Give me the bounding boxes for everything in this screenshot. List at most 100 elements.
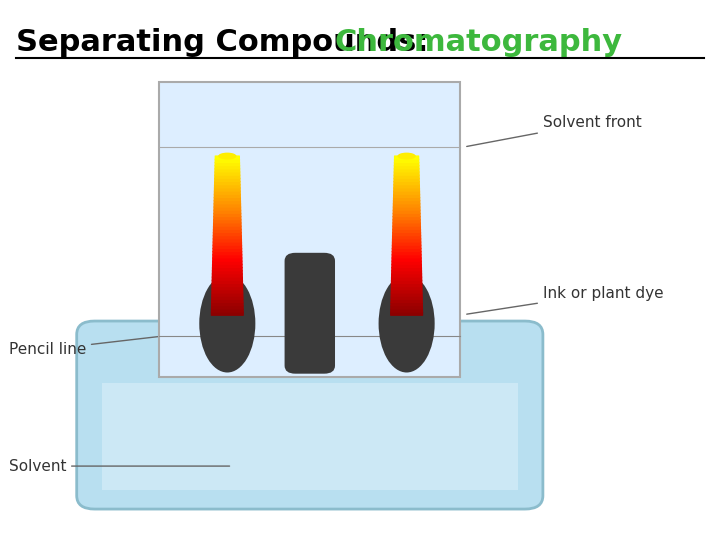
FancyBboxPatch shape xyxy=(390,308,423,313)
FancyBboxPatch shape xyxy=(212,276,243,281)
FancyBboxPatch shape xyxy=(213,228,242,233)
FancyBboxPatch shape xyxy=(393,197,420,201)
FancyBboxPatch shape xyxy=(212,232,242,237)
FancyBboxPatch shape xyxy=(212,235,242,239)
FancyBboxPatch shape xyxy=(392,245,421,249)
FancyBboxPatch shape xyxy=(393,178,420,182)
FancyBboxPatch shape xyxy=(393,174,420,179)
FancyBboxPatch shape xyxy=(211,295,243,300)
FancyBboxPatch shape xyxy=(213,226,242,230)
FancyBboxPatch shape xyxy=(213,216,241,220)
FancyBboxPatch shape xyxy=(393,200,420,205)
FancyBboxPatch shape xyxy=(213,203,241,207)
FancyBboxPatch shape xyxy=(212,245,242,249)
FancyBboxPatch shape xyxy=(212,267,243,271)
Ellipse shape xyxy=(379,274,435,373)
FancyBboxPatch shape xyxy=(390,312,423,316)
FancyBboxPatch shape xyxy=(211,302,243,306)
FancyBboxPatch shape xyxy=(392,213,420,217)
FancyBboxPatch shape xyxy=(394,165,420,170)
Text: Solvent: Solvent xyxy=(9,458,230,474)
FancyBboxPatch shape xyxy=(211,289,243,294)
FancyBboxPatch shape xyxy=(394,156,419,160)
FancyBboxPatch shape xyxy=(390,295,423,300)
FancyBboxPatch shape xyxy=(214,200,241,205)
FancyBboxPatch shape xyxy=(392,251,422,255)
FancyBboxPatch shape xyxy=(212,260,243,265)
FancyBboxPatch shape xyxy=(213,210,241,214)
FancyBboxPatch shape xyxy=(215,159,240,163)
FancyBboxPatch shape xyxy=(215,165,240,170)
FancyBboxPatch shape xyxy=(213,219,242,224)
FancyBboxPatch shape xyxy=(212,241,242,246)
FancyBboxPatch shape xyxy=(394,159,419,163)
FancyBboxPatch shape xyxy=(392,206,420,211)
FancyBboxPatch shape xyxy=(391,276,423,281)
FancyBboxPatch shape xyxy=(212,283,243,287)
FancyBboxPatch shape xyxy=(392,203,420,207)
FancyBboxPatch shape xyxy=(391,270,422,274)
FancyBboxPatch shape xyxy=(392,226,421,230)
FancyBboxPatch shape xyxy=(392,232,421,237)
FancyBboxPatch shape xyxy=(213,206,241,211)
FancyBboxPatch shape xyxy=(211,292,243,297)
FancyBboxPatch shape xyxy=(211,312,244,316)
FancyBboxPatch shape xyxy=(212,248,243,252)
FancyBboxPatch shape xyxy=(391,289,423,294)
FancyBboxPatch shape xyxy=(393,184,420,188)
FancyBboxPatch shape xyxy=(394,168,420,173)
FancyBboxPatch shape xyxy=(212,238,242,242)
Text: Solvent front: Solvent front xyxy=(467,116,642,146)
FancyBboxPatch shape xyxy=(212,251,243,255)
FancyBboxPatch shape xyxy=(214,184,240,188)
Text: Separating Compounds:: Separating Compounds: xyxy=(16,28,439,57)
Bar xyxy=(102,383,518,490)
FancyBboxPatch shape xyxy=(393,187,420,192)
FancyBboxPatch shape xyxy=(215,162,240,166)
FancyBboxPatch shape xyxy=(392,210,420,214)
FancyBboxPatch shape xyxy=(391,283,423,287)
FancyBboxPatch shape xyxy=(391,267,422,271)
FancyBboxPatch shape xyxy=(212,254,243,259)
FancyBboxPatch shape xyxy=(392,260,422,265)
FancyBboxPatch shape xyxy=(212,270,243,274)
FancyBboxPatch shape xyxy=(392,241,421,246)
FancyBboxPatch shape xyxy=(211,299,243,303)
FancyBboxPatch shape xyxy=(394,171,420,176)
FancyBboxPatch shape xyxy=(393,191,420,195)
FancyBboxPatch shape xyxy=(390,302,423,306)
Text: Chromatography: Chromatography xyxy=(335,28,623,57)
FancyBboxPatch shape xyxy=(390,299,423,303)
FancyBboxPatch shape xyxy=(391,273,422,278)
FancyBboxPatch shape xyxy=(392,216,420,220)
FancyBboxPatch shape xyxy=(392,222,421,227)
FancyBboxPatch shape xyxy=(214,194,241,198)
FancyBboxPatch shape xyxy=(392,248,422,252)
FancyBboxPatch shape xyxy=(394,162,420,166)
FancyBboxPatch shape xyxy=(212,258,243,262)
FancyBboxPatch shape xyxy=(215,168,240,173)
FancyBboxPatch shape xyxy=(212,280,243,284)
FancyBboxPatch shape xyxy=(393,181,420,185)
Text: Ink or plant dye: Ink or plant dye xyxy=(467,286,664,314)
FancyBboxPatch shape xyxy=(213,222,242,227)
FancyBboxPatch shape xyxy=(211,308,244,313)
FancyBboxPatch shape xyxy=(215,156,240,160)
FancyBboxPatch shape xyxy=(390,292,423,297)
FancyBboxPatch shape xyxy=(214,178,240,182)
FancyBboxPatch shape xyxy=(392,238,421,242)
FancyBboxPatch shape xyxy=(393,194,420,198)
Text: Pencil line: Pencil line xyxy=(9,336,160,357)
FancyBboxPatch shape xyxy=(214,191,241,195)
FancyBboxPatch shape xyxy=(391,264,422,268)
FancyBboxPatch shape xyxy=(211,305,243,309)
FancyBboxPatch shape xyxy=(391,280,423,284)
FancyBboxPatch shape xyxy=(212,273,243,278)
FancyBboxPatch shape xyxy=(213,213,241,217)
FancyBboxPatch shape xyxy=(284,253,335,374)
FancyBboxPatch shape xyxy=(392,258,422,262)
FancyBboxPatch shape xyxy=(392,219,421,224)
FancyBboxPatch shape xyxy=(215,171,240,176)
Ellipse shape xyxy=(397,153,416,160)
FancyBboxPatch shape xyxy=(212,264,243,268)
